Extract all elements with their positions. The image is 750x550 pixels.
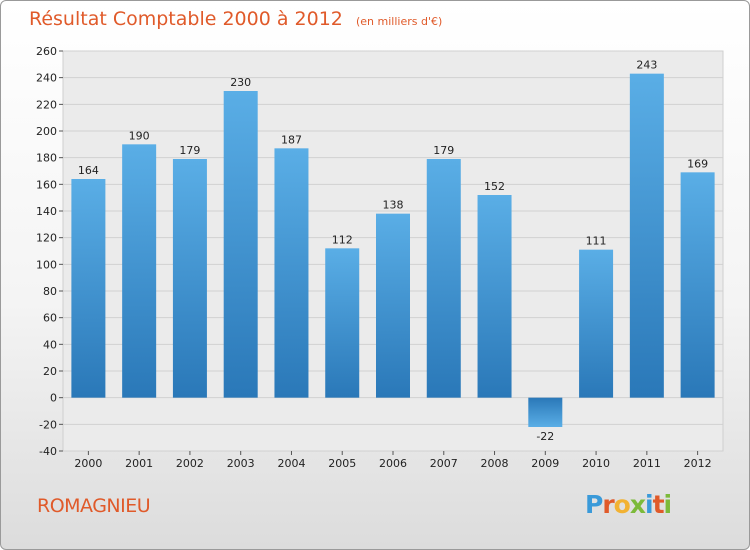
y-tick-label: -20: [39, 418, 57, 431]
bar-value-label: 112: [332, 233, 353, 246]
place-name: ROMAGNIEU: [37, 495, 151, 517]
bar: [477, 195, 512, 398]
y-tick-label: 180: [36, 152, 57, 165]
y-tick-label: 160: [36, 178, 57, 191]
bar: [71, 179, 106, 398]
x-tick-label: 2003: [227, 457, 255, 470]
bar-value-label: 179: [179, 144, 200, 157]
chart-title-block: Résultat Comptable 2000 à 2012 (en milli…: [29, 8, 442, 30]
bar-layer: [71, 73, 715, 427]
x-tick-label: 2000: [74, 457, 102, 470]
x-tick-label: 2007: [430, 457, 458, 470]
bar-value-label: 152: [484, 180, 505, 193]
x-tick-label: 2006: [379, 457, 407, 470]
bar-value-label: 169: [687, 157, 708, 170]
y-tick-label: 240: [36, 72, 57, 85]
y-tick-label: 60: [43, 312, 57, 325]
bar: [325, 248, 360, 398]
bar-value-label: 230: [230, 76, 251, 89]
bar: [528, 397, 563, 427]
x-tick-label: 2008: [481, 457, 509, 470]
logo-letter: x: [629, 490, 646, 519]
bar: [274, 148, 309, 398]
bar-value-label: 187: [281, 133, 302, 146]
x-tick-label: 2005: [328, 457, 356, 470]
bar-value-label: -22: [536, 430, 554, 443]
logo-letter: i: [645, 490, 654, 519]
bar: [629, 73, 664, 398]
bar-value-label: 243: [636, 59, 657, 72]
chart-title: Résultat Comptable 2000 à 2012: [29, 8, 343, 30]
y-tick-label: 200: [36, 125, 57, 138]
bar: [680, 172, 715, 398]
bar: [122, 144, 157, 398]
x-tick-label: 2009: [531, 457, 559, 470]
x-tick-label: 2011: [633, 457, 661, 470]
x-tick-label: 2002: [176, 457, 204, 470]
bar: [579, 249, 614, 398]
proxiti-logo: Proxiti: [585, 490, 673, 519]
y-tick-label: 0: [50, 392, 57, 405]
bar: [172, 159, 207, 398]
y-tick-label: 80: [43, 285, 57, 298]
x-tick-label: 2012: [684, 457, 712, 470]
x-tick-label: 2001: [125, 457, 153, 470]
logo-letter: o: [613, 490, 631, 519]
y-tick-label: 40: [43, 338, 57, 351]
bar-value-label: 164: [78, 164, 99, 177]
y-tick-label: 260: [36, 45, 57, 58]
y-tick-label: 140: [36, 205, 57, 218]
logo-letter: t: [652, 490, 665, 519]
logo-letter: i: [663, 490, 673, 519]
x-tick-label: 2004: [277, 457, 305, 470]
logo-letter: r: [602, 490, 614, 519]
bar: [223, 91, 258, 398]
bar-value-label: 111: [586, 235, 607, 248]
bar: [426, 159, 461, 398]
chart-subtitle: (en milliers d'€): [355, 15, 443, 28]
bar-value-label: 179: [433, 144, 454, 157]
bar: [376, 213, 410, 398]
y-tick-label: 120: [36, 232, 57, 245]
y-tick-label: -40: [39, 445, 57, 458]
x-tick-label: 2010: [582, 457, 610, 470]
label-layer: 164 2000 190 2001 179 2002 230 2003 187 2004 112 20…: [74, 59, 711, 470]
y-tick-label: 20: [43, 365, 57, 378]
bar-value-label: 138: [383, 199, 404, 212]
logo-letter: P: [585, 490, 603, 519]
y-tick-label: 100: [36, 258, 57, 271]
y-tick-label: 220: [36, 98, 57, 111]
bar-value-label: 190: [129, 129, 150, 142]
